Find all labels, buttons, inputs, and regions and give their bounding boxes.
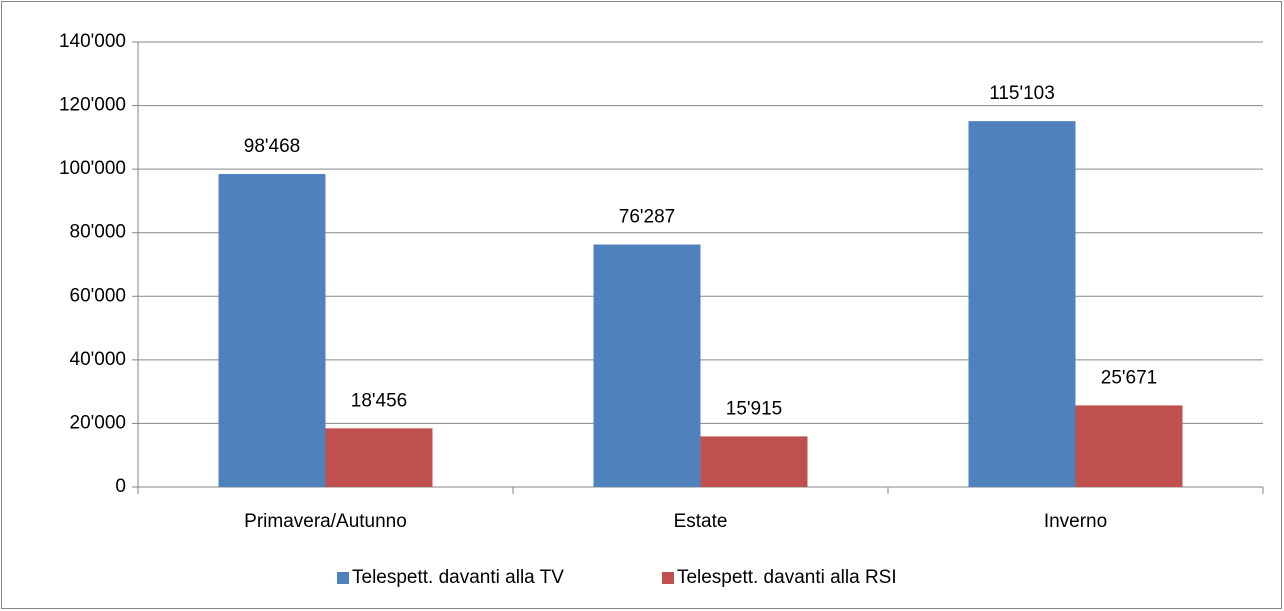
data-label: 98'468 — [244, 136, 300, 157]
legend-swatch — [337, 572, 349, 584]
bar — [218, 174, 326, 487]
bar — [968, 121, 1076, 487]
legend-label: Telespett. davanti alla TV — [352, 567, 564, 588]
bar — [593, 244, 701, 487]
y-tick-label: 20'000 — [70, 412, 126, 433]
y-tick-label: 140'000 — [59, 31, 126, 52]
y-tick-label: 60'000 — [70, 285, 126, 306]
x-tick-label: Primavera/Autunno — [244, 511, 407, 532]
bar — [325, 428, 433, 487]
data-label: 115'103 — [989, 83, 1055, 104]
data-label: 15'915 — [726, 398, 782, 419]
bar — [700, 436, 808, 487]
data-label: 25'671 — [1101, 367, 1157, 388]
y-tick-label: 120'000 — [59, 95, 126, 116]
y-tick-label: 40'000 — [70, 349, 126, 370]
y-tick-label: 100'000 — [59, 158, 126, 179]
y-tick-label: 80'000 — [70, 222, 126, 243]
bar — [1075, 405, 1183, 487]
legend-swatch — [661, 572, 674, 584]
data-label: 76'287 — [619, 207, 675, 228]
data-label: 18'456 — [351, 390, 407, 411]
x-tick-label: Estate — [674, 511, 728, 532]
legend-label: Telespett. davanti alla RSI — [677, 567, 897, 588]
x-tick-label: Inverno — [1044, 511, 1107, 532]
y-tick-label: 0 — [115, 476, 126, 497]
